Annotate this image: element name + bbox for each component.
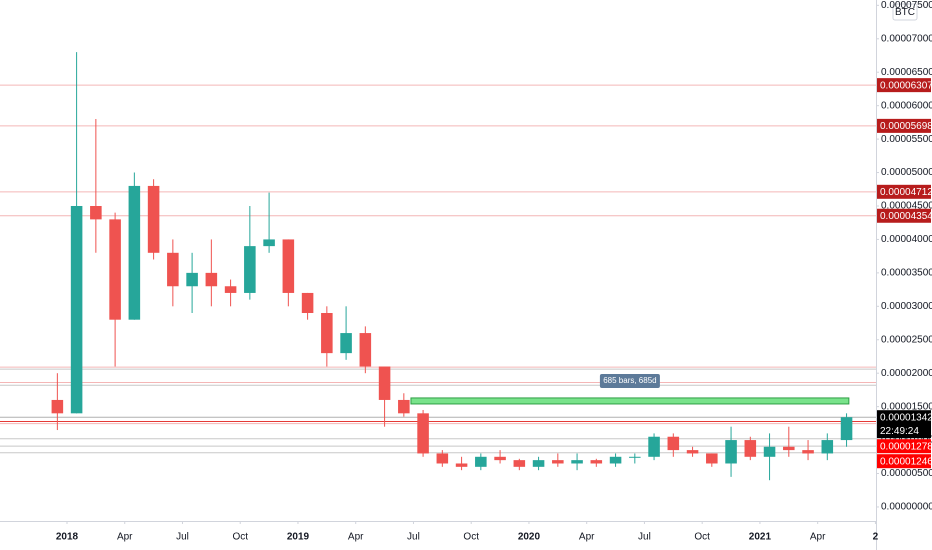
measure-label: 685 bars, 685d (603, 376, 656, 385)
y-tick-label: 0.00005500 (881, 134, 932, 145)
x-tick-label: Jul (638, 532, 651, 543)
candle-body (321, 313, 333, 354)
x-tick-label: 2020 (518, 532, 541, 543)
y-tick-label: 0.00005000 (881, 167, 932, 178)
level-label: 0.00001342 (880, 412, 932, 423)
y-tick-label: 0.00004500 (881, 201, 932, 212)
candle-body (378, 366, 391, 400)
level-label-box (877, 78, 931, 93)
candle-body (494, 456, 506, 461)
candle-body (186, 272, 198, 287)
candle-body (821, 440, 834, 454)
x-tick-label: Apr (117, 532, 133, 543)
candle-body (783, 446, 795, 451)
level-label: 0.00001278 (880, 441, 932, 452)
y-tick-label: 0.00000000 (881, 502, 932, 513)
level-label: 0.00004354 (880, 211, 932, 222)
x-tick-label: Apr (348, 532, 364, 543)
x-tick-label: Oct (463, 532, 479, 543)
y-tick-label: 0.00001500 (881, 401, 932, 412)
candle-body (359, 333, 372, 367)
candle-body (648, 436, 660, 457)
measure-label-box (599, 373, 660, 388)
level-label-box (877, 118, 931, 133)
x-tick-label: 2019 (287, 532, 310, 543)
candle-body (340, 333, 352, 354)
candle-body (744, 440, 757, 457)
candle-body (128, 185, 141, 320)
candle-body (686, 450, 699, 454)
candle-body (571, 460, 583, 464)
candle-body (629, 456, 641, 458)
x-tick-label: 2 (873, 532, 879, 543)
candle-body (802, 450, 814, 454)
level-label: 0.00001246 (880, 456, 932, 467)
y-tick-label: 0.00004000 (881, 234, 932, 245)
y-tick-label: 0.00006000 (881, 100, 932, 111)
y-tick-label: 0.00000500 (881, 468, 932, 479)
level-label: 0.00005698 (880, 121, 932, 132)
candle-body (244, 246, 256, 293)
candle-body (282, 239, 295, 293)
candle-body (205, 272, 218, 287)
candle-body (224, 286, 237, 293)
candle-body (475, 456, 487, 467)
x-tick-label: Oct (232, 532, 248, 543)
candle-body (417, 413, 429, 454)
candle-body (455, 463, 468, 467)
x-tick-label: Oct (694, 532, 710, 543)
candle-body (552, 460, 564, 464)
level-label-box (877, 208, 931, 223)
y-tick-label: 0.00003000 (881, 301, 932, 312)
candle-body (667, 436, 680, 451)
unit-label: BTC (895, 7, 915, 18)
level-label-box (877, 439, 931, 454)
candle-body (51, 399, 64, 414)
candle-body (301, 292, 314, 314)
candle-body (840, 417, 853, 441)
x-tick-label: Apr (810, 532, 826, 543)
level-label-box (877, 454, 931, 469)
candle-body (513, 460, 526, 467)
level-label: 0.00004712 (880, 187, 932, 198)
x-tick-label: Jul (407, 532, 420, 543)
candle-body (763, 446, 776, 457)
candle-body (725, 440, 737, 464)
candle-body (70, 205, 83, 414)
candle-body (436, 453, 449, 464)
x-tick-label: Jul (176, 532, 189, 543)
candle-body (167, 252, 179, 287)
y-tick-label: 0.00003500 (881, 268, 932, 279)
x-tick-label: 2021 (749, 532, 772, 543)
y-tick-label: 0.00002500 (881, 334, 932, 345)
level-label-box (877, 410, 931, 439)
candle-body (90, 205, 102, 220)
y-tick-label: 0.00006500 (881, 67, 932, 78)
level-label: 0.00006307 (880, 80, 932, 91)
x-tick-label: 2018 (56, 532, 79, 543)
measure-range (410, 397, 850, 405)
y-tick-label: 0.00007500 (881, 0, 932, 11)
candle-body (590, 460, 603, 464)
x-tick-label: Apr (579, 532, 595, 543)
candle-body (398, 399, 410, 414)
level-label-box (877, 184, 931, 199)
unit-box (892, 3, 918, 21)
candle-body (532, 460, 545, 467)
candle-body (147, 185, 160, 253)
countdown: 22:49:24 (880, 426, 919, 437)
candle-body (109, 219, 121, 320)
y-tick-label: 0.00002000 (881, 368, 932, 379)
y-tick-label: 0.00007000 (881, 33, 932, 44)
candle-body (706, 453, 718, 464)
candle-body (263, 239, 275, 247)
candle-body (609, 456, 622, 464)
